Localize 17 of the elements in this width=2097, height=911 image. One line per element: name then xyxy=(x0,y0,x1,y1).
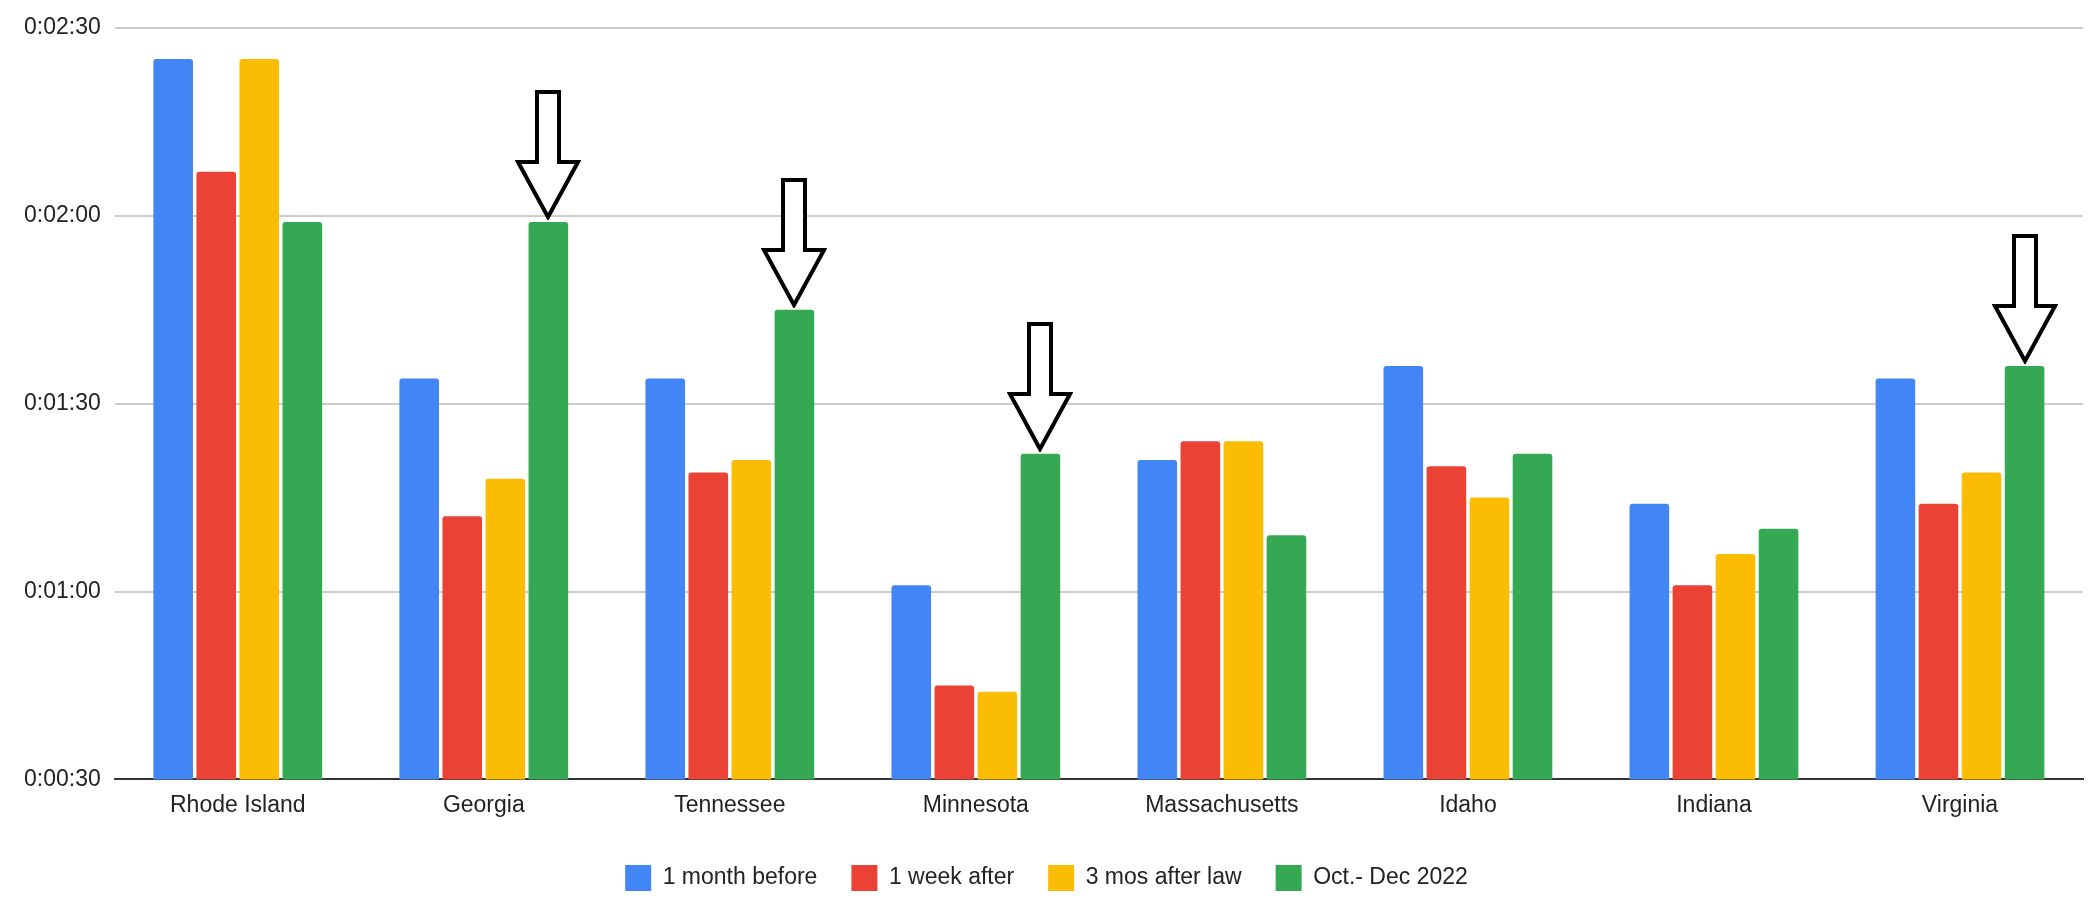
y-tick-label: 0:01:30 xyxy=(23,388,101,415)
legend-label: 3 mos after law xyxy=(1085,863,1243,890)
x-tick-label: Indiana xyxy=(1676,790,1752,817)
legend-label: 1 week after xyxy=(888,863,1015,890)
x-tick-label: Tennessee xyxy=(674,790,786,817)
x-tick-label: Georgia xyxy=(442,790,525,817)
y-tick-label: 0:01:00 xyxy=(23,576,101,603)
x-tick-label: Rhode Island xyxy=(169,790,306,817)
legend-label: Oct.- Dec 2022 xyxy=(1313,863,1468,890)
x-tick-label: Virginia xyxy=(1921,790,1999,817)
x-tick-label: Idaho xyxy=(1439,790,1497,817)
y-tick-label: 0:02:30 xyxy=(23,13,101,40)
y-tick-label: 0:02:00 xyxy=(23,201,101,228)
y-tick-label: 0:00:30 xyxy=(23,764,101,791)
x-tick-label: Minnesota xyxy=(922,790,1030,817)
legend-label: 1 month before xyxy=(662,863,818,890)
x-tick-label: Massachusetts xyxy=(1145,790,1299,817)
